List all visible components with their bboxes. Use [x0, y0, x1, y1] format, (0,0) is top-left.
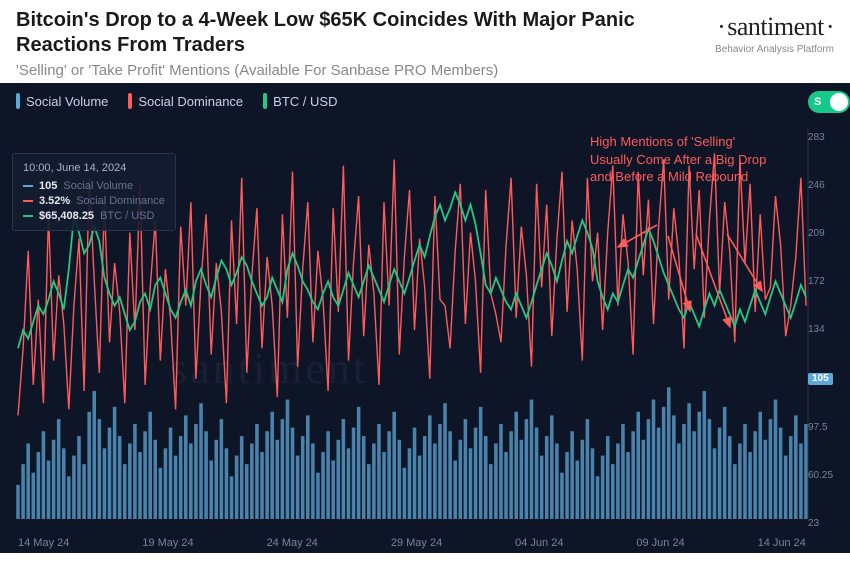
- tooltip-dash: [23, 200, 33, 202]
- chart-annotation: High Mentions of 'Selling' Usually Come …: [590, 133, 780, 186]
- legend-swatch: [128, 93, 132, 109]
- tooltip-label: Social Dominance: [76, 195, 165, 207]
- y-axis: 283 246 209 172 134 105 97.5 60.25 23: [808, 133, 846, 529]
- tooltip-row-btc: $65,408.25 BTC / USD: [23, 210, 165, 222]
- y-tick: 60.25: [808, 471, 846, 481]
- y-tick: 23: [808, 519, 846, 529]
- legend-swatch: [16, 93, 20, 109]
- chart-legend: Social Volume Social Dominance BTC / USD…: [0, 83, 850, 119]
- x-tick: 29 May 24: [391, 537, 442, 549]
- tooltip-dash: [23, 215, 33, 217]
- x-axis: 14 May 24 19 May 24 24 May 24 29 May 24 04 J…: [18, 537, 806, 549]
- brand-logo: santiment: [715, 12, 834, 42]
- legend-item-social-dominance[interactable]: Social Dominance: [128, 93, 243, 109]
- chart-container: Social Volume Social Dominance BTC / USD…: [0, 83, 850, 553]
- annotation-text: High Mentions of 'Selling' Usually Come …: [590, 134, 766, 184]
- y-tick: 283: [808, 133, 846, 143]
- y-tick: 97.5: [808, 423, 846, 433]
- tooltip-label: Social Volume: [63, 180, 133, 192]
- brand-block: santiment Behavior Analysis Platform: [715, 8, 834, 55]
- legend-label: Social Volume: [26, 94, 108, 109]
- y-tick: 105: [808, 373, 833, 385]
- legend-label: BTC / USD: [273, 94, 337, 109]
- y-tick: 172: [808, 277, 846, 287]
- x-tick: 09 Jun 24: [636, 537, 684, 549]
- legend-item-btc-usd[interactable]: BTC / USD: [263, 93, 337, 109]
- tooltip-row-social-volume: 105 Social Volume: [23, 180, 165, 192]
- page-header: Bitcoin's Drop to a 4-Week Low $65K Coin…: [0, 0, 850, 83]
- x-tick: 19 May 24: [142, 537, 193, 549]
- y-tick: 246: [808, 181, 846, 191]
- brand-tagline: Behavior Analysis Platform: [715, 44, 834, 55]
- tooltip-dash: [23, 185, 33, 187]
- page-title: Bitcoin's Drop to a 4-Week Low $65K Coin…: [16, 8, 715, 58]
- y-tick: 134: [808, 325, 846, 335]
- tooltip-date: 10:00, June 14, 2024: [23, 162, 165, 174]
- x-tick: 24 May 24: [267, 537, 318, 549]
- tooltip-row-social-dominance: 3.52% Social Dominance: [23, 195, 165, 207]
- tooltip-value: 105: [39, 180, 57, 192]
- y-tick: 209: [808, 229, 846, 239]
- toggle-label: S: [814, 96, 821, 108]
- tooltip-value: 3.52%: [39, 195, 70, 207]
- legend-swatch: [263, 93, 267, 109]
- chart-tooltip: 10:00, June 14, 2024 105 Social Volume 3…: [12, 153, 176, 231]
- tooltip-value: $65,408.25: [39, 210, 94, 222]
- header-text: Bitcoin's Drop to a 4-Week Low $65K Coin…: [16, 8, 715, 79]
- toggle-knob: [830, 93, 848, 111]
- x-tick: 14 May 24: [18, 537, 69, 549]
- page-subtitle: 'Selling' or 'Take Profit' Mentions (Ava…: [16, 62, 715, 79]
- x-tick: 04 Jun 24: [515, 537, 563, 549]
- x-tick: 14 Jun 24: [758, 537, 806, 549]
- legend-label: Social Dominance: [138, 94, 243, 109]
- settings-toggle[interactable]: S: [808, 91, 850, 113]
- legend-item-social-volume[interactable]: Social Volume: [16, 93, 108, 109]
- tooltip-label: BTC / USD: [100, 210, 154, 222]
